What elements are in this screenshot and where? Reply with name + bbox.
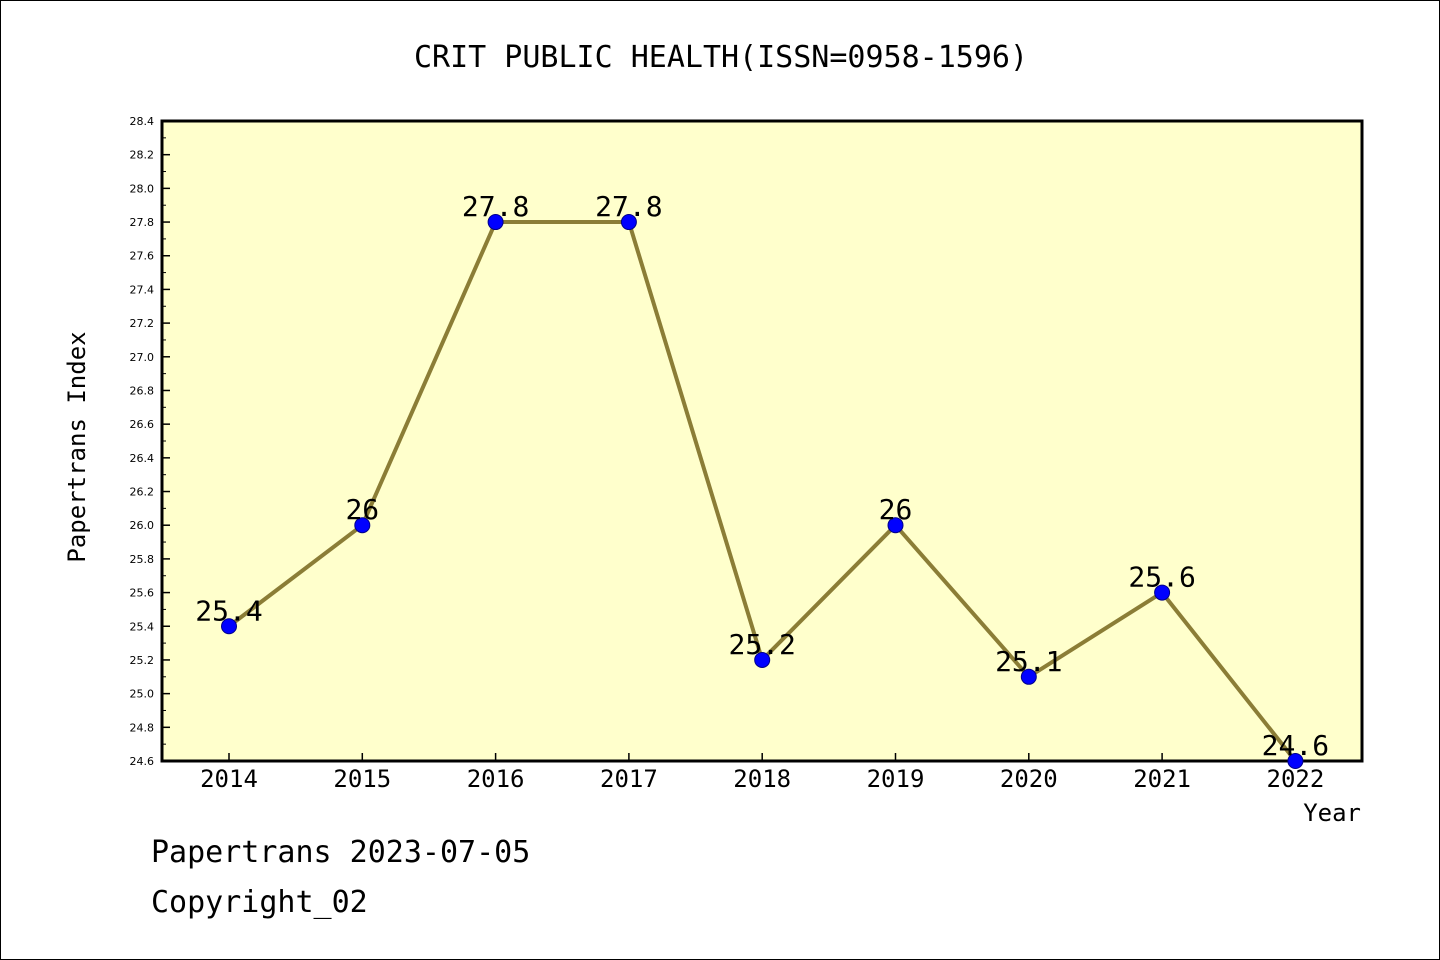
y-axis-ticks: 24.6 24.8 25.0 25.2 25.4 25.6 25.8 26.0 26.2 26.4…	[130, 115, 170, 768]
y-tick-label: 28.0	[130, 182, 155, 195]
y-tick-label: 25.8	[130, 553, 155, 566]
x-tick-label: 2016	[467, 765, 525, 793]
data-point	[1020, 668, 1037, 685]
data-point	[354, 517, 371, 534]
y-tick-label: 26.6	[130, 418, 155, 431]
x-axis-ticks: 2014 2015 2016 2017 2018 2019 2020 2021 2022	[200, 753, 1324, 793]
data-label: 25.4	[195, 594, 262, 627]
data-point	[1154, 584, 1171, 601]
y-tick-label: 25.6	[130, 587, 155, 600]
y-tick-label: 26.2	[130, 486, 155, 499]
y-tick-label: 26.4	[130, 452, 155, 465]
source-date-text: Papertrans 2023-07-05	[151, 835, 531, 870]
y-tick-label: 26.8	[130, 384, 155, 397]
data-point	[620, 214, 637, 231]
data-point	[221, 618, 237, 635]
data-label: 26	[879, 493, 913, 526]
x-tick-label: 2017	[600, 765, 658, 793]
x-tick-label: 2018	[733, 765, 791, 793]
y-tick-label: 27.4	[130, 283, 155, 296]
chart-title: CRIT PUBLIC HEALTH(ISSN=0958-1596)	[414, 40, 1028, 75]
series-line-group	[221, 214, 1304, 769]
y-tick-label: 25.0	[130, 688, 155, 701]
data-label: 27.8	[462, 190, 529, 223]
data-label: 25.1	[995, 645, 1062, 678]
y-tick-label: 28.4	[130, 115, 155, 128]
data-label: 25.2	[728, 628, 795, 661]
y-tick-label: 25.4	[130, 620, 155, 633]
x-tick-label: 2015	[333, 765, 391, 793]
y-tick-label: 28.2	[130, 149, 155, 162]
x-tick-label: 2014	[200, 765, 258, 793]
data-label: 25.6	[1128, 561, 1195, 594]
data-labels: 25.4 26 27.8 27.8 25.2 26 25.1 25.6 24.6	[195, 190, 1329, 762]
x-tick-label: 2021	[1133, 765, 1191, 793]
y-tick-label: 26.0	[130, 519, 155, 532]
y-tick-label: 27.6	[130, 250, 155, 263]
y-axis-label: Papertrans Index	[63, 331, 91, 562]
x-tick-label: 2022	[1267, 765, 1325, 793]
data-label: 27.8	[595, 190, 662, 223]
data-label: 24.6	[1262, 729, 1329, 762]
data-point	[1287, 753, 1304, 769]
x-axis-label: Year	[1303, 799, 1361, 827]
x-tick-label: 2019	[867, 765, 925, 793]
data-point	[754, 651, 771, 668]
y-tick-label: 24.8	[130, 721, 155, 734]
y-tick-label: 24.6	[130, 755, 155, 768]
y-tick-label: 25.2	[130, 654, 155, 667]
x-tick-label: 2020	[1000, 765, 1058, 793]
y-tick-label: 27.2	[130, 317, 155, 330]
data-point	[887, 517, 904, 534]
data-point	[487, 214, 504, 231]
copyright-text: Copyright_02	[151, 885, 368, 920]
data-label: 26	[345, 493, 379, 526]
y-tick-label: 27.0	[130, 351, 155, 364]
y-tick-label: 27.8	[130, 216, 155, 229]
